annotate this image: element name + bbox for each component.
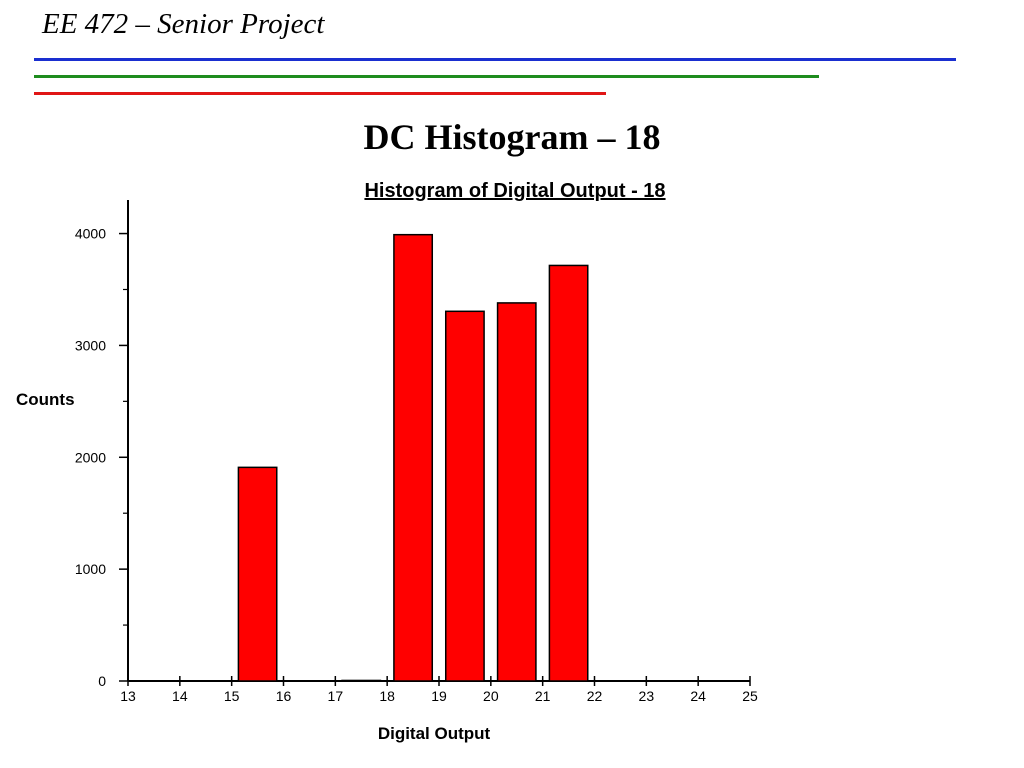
y-tick-label: 3000 (75, 337, 106, 353)
histogram-chart: Histogram of Digital Output - 18 13 14 15 1… (16, 180, 758, 743)
blue-rule (34, 58, 956, 61)
x-tick-label: 21 (535, 688, 551, 704)
chart-title: Histogram of Digital Output - 18 (364, 180, 665, 202)
bar (444, 310, 485, 682)
x-tick-label: 22 (587, 688, 603, 704)
y-tick-label: 4000 (75, 226, 106, 242)
y-tick-label: 2000 (75, 449, 106, 465)
x-tick-label: 13 (120, 688, 136, 704)
x-tick-label: 19 (431, 688, 447, 704)
x-tick-label: 15 (224, 688, 240, 704)
slide-title: DC Histogram – 18 (363, 117, 661, 157)
header-title: EE 472 – Senior Project (42, 8, 325, 40)
green-rule (34, 75, 819, 78)
x-axis-title: Digital Output (378, 724, 491, 743)
bar (496, 302, 537, 682)
bars (237, 233, 589, 682)
axes: 13 14 15 16 17 18 19 20 21 22 23 24 25 0 1000 2000 3000 4… (75, 200, 758, 704)
x-tick-label: 16 (276, 688, 292, 704)
x-tick-label: 23 (639, 688, 655, 704)
bar (341, 679, 382, 682)
bar (237, 466, 278, 682)
y-axis-title: Counts (16, 390, 75, 409)
x-tick-label: 17 (328, 688, 344, 704)
x-tick-label: 20 (483, 688, 499, 704)
bar (393, 233, 434, 682)
x-tick-label: 18 (379, 688, 395, 704)
y-tick-label: 0 (98, 673, 106, 689)
bar (548, 264, 589, 682)
red-rule (34, 92, 606, 95)
y-tick-label: 1000 (75, 561, 106, 577)
x-tick-label: 24 (690, 688, 706, 704)
x-tick-label: 25 (742, 688, 758, 704)
x-tick-label: 14 (172, 688, 188, 704)
